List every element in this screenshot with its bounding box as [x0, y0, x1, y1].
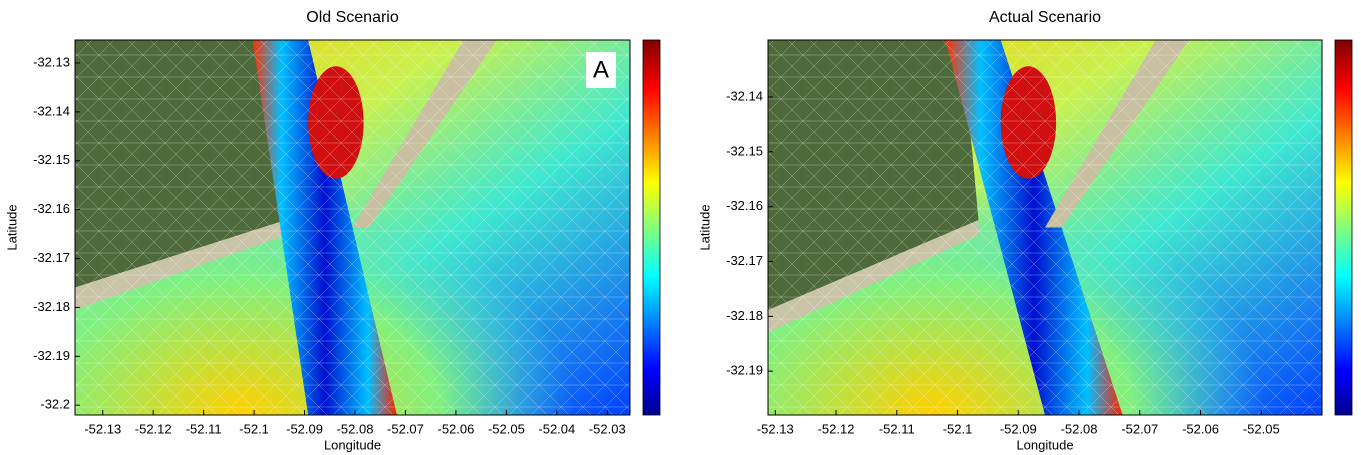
- x-tick-label: -52.1: [943, 421, 973, 436]
- colorbar: [642, 39, 661, 416]
- x-tick-label: -52.07: [1121, 421, 1158, 436]
- x-tick-label: -52.13: [84, 421, 121, 436]
- plot-frame: [74, 39, 631, 416]
- x-tick-label: -52.13: [757, 421, 794, 436]
- mesh: [768, 40, 1322, 415]
- x-tick-label: -52.08: [337, 421, 374, 436]
- y-tick-label: -32.17: [726, 253, 763, 268]
- annotation-box: [586, 52, 616, 88]
- chart-title: Actual Scenario: [989, 9, 1101, 26]
- x-tick-label: -52.11: [879, 421, 915, 436]
- y-tick-label: -32.17: [33, 250, 70, 265]
- y-tick-label: -32.18: [726, 308, 763, 323]
- y-tick-label: -32.15: [726, 143, 763, 158]
- field: [75, 40, 630, 415]
- chart-title: Old Scenario: [306, 9, 399, 26]
- x-tick-label: -52.08: [1061, 421, 1098, 436]
- y-tick-label: -32.14: [33, 103, 70, 118]
- y-tick-label: -32.18: [33, 299, 70, 314]
- x-tick-label: -52.06: [437, 421, 474, 436]
- colorbar: [1334, 39, 1353, 416]
- y-tick-label: -32.2: [40, 397, 70, 412]
- y-tick-label: -32.13: [33, 54, 70, 69]
- annotation: A: [593, 56, 609, 83]
- y-tick-label: -32.19: [33, 348, 70, 363]
- x-tick-label: -52.09: [1000, 421, 1037, 436]
- y-tick-label: -32.14: [726, 88, 763, 103]
- y-tick-label: -32.15: [33, 152, 70, 167]
- x-axis-label: Longitude: [1016, 437, 1073, 452]
- field: [768, 40, 1322, 415]
- y-axis-label: Latitude: [4, 204, 19, 250]
- y-tick-label: -32.16: [726, 198, 763, 213]
- y-tick-label: -32.19: [726, 363, 763, 378]
- x-tick-label: -52.06: [1182, 421, 1219, 436]
- x-tick-label: -52.03: [589, 421, 626, 436]
- x-tick-label: -52.12: [818, 421, 855, 436]
- x-axis-label: Longitude: [324, 437, 381, 452]
- x-tick-label: -52.05: [1243, 421, 1280, 436]
- y-axis-label: Latitude: [697, 204, 712, 250]
- x-tick-label: -52.05: [488, 421, 525, 436]
- plot-frame: [767, 39, 1323, 416]
- x-tick-label: -52.04: [538, 421, 575, 436]
- x-tick-label: -52.09: [286, 421, 323, 436]
- x-tick-label: -52.07: [387, 421, 424, 436]
- map-field: [768, 40, 1322, 415]
- y-tick-label: -32.16: [33, 201, 70, 216]
- x-tick-label: -52.11: [186, 421, 222, 436]
- x-tick-label: -52.1: [239, 421, 269, 436]
- map-field: [75, 40, 630, 415]
- x-tick-label: -52.12: [135, 421, 172, 436]
- mesh: [75, 40, 630, 415]
